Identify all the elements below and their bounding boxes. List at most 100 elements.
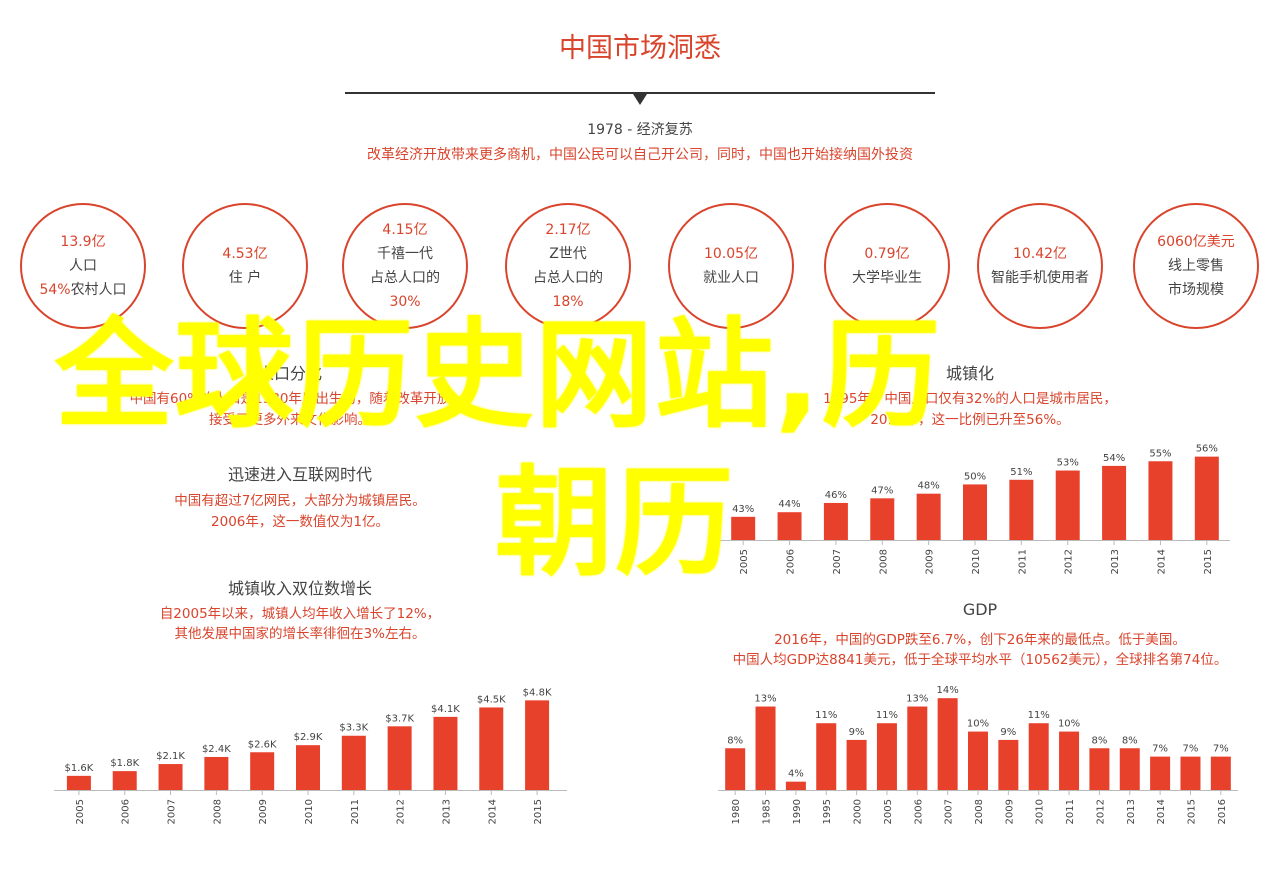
bar bbox=[785, 781, 806, 790]
overlay-line-1: 全球历史网站,历 bbox=[55, 306, 942, 444]
bar-value-label: 7% bbox=[1183, 744, 1199, 755]
era-description: 改革经济开放带来更多商机，中国公民可以自己开公司，同时，中国也开始接纳国外投资 bbox=[367, 147, 913, 163]
stat-circle: 2.17亿 Z世代 占总人口的 18% bbox=[505, 203, 631, 329]
stat-circle-line: 千禧一代 bbox=[377, 246, 433, 262]
stat-circle: 13.9亿 人口 54%农村人口 bbox=[20, 203, 146, 329]
bar bbox=[296, 745, 320, 790]
gdp-desc-1: 2016年，中国的GDP跌至6.7%，创下26年来的最低点。低于美国。 bbox=[774, 632, 1186, 648]
x-tick-label: 1995 bbox=[822, 799, 833, 824]
bar bbox=[777, 512, 802, 540]
x-tick-label: 2015 bbox=[1186, 799, 1197, 824]
income-desc-1: 自2005年以来，城镇人均年收入增长了12%， bbox=[159, 606, 441, 622]
stat-circle: 10.42亿 智能手机使用者 bbox=[977, 203, 1103, 329]
x-tick-label: 2015 bbox=[533, 799, 544, 824]
bar bbox=[387, 726, 412, 790]
stat-circle-line: 大学毕业生 bbox=[852, 270, 922, 286]
bar-value-label: 43% bbox=[732, 504, 754, 515]
x-tick-label: 2007 bbox=[167, 799, 178, 824]
x-tick-label: 2015 bbox=[1203, 549, 1214, 574]
bar bbox=[1119, 748, 1140, 790]
internet-desc-1: 中国有超过7亿网民，大部分为城镇居民。 bbox=[174, 493, 426, 509]
stat-circle-line: 54%农村人口 bbox=[39, 282, 127, 298]
bar-value-label: 7% bbox=[1213, 744, 1229, 755]
bar bbox=[1148, 461, 1173, 540]
bar bbox=[816, 723, 837, 790]
bar-value-label: 11% bbox=[1028, 710, 1050, 721]
x-tick-label: 2010 bbox=[971, 549, 982, 574]
urbanization-desc-1: 1995年，中国人口仅有32%的人口是城市居民， bbox=[823, 391, 1117, 407]
bar bbox=[876, 723, 897, 790]
bar-value-label: 54% bbox=[1103, 453, 1125, 464]
stat-circle-line: 2.17亿 bbox=[545, 222, 591, 238]
bar bbox=[1194, 456, 1219, 540]
bar bbox=[525, 700, 550, 790]
x-tick-label: 2011 bbox=[1017, 549, 1028, 574]
bar-value-label: 11% bbox=[876, 710, 898, 721]
x-tick-label: 2008 bbox=[878, 549, 889, 574]
bar bbox=[731, 516, 756, 540]
x-tick-label: 2010 bbox=[1035, 799, 1046, 824]
bar-value-label: 46% bbox=[825, 490, 847, 501]
x-tick-label: 2010 bbox=[304, 799, 315, 824]
x-tick-label: 2012 bbox=[396, 799, 407, 824]
internet-title: 迅速进入互联网时代 bbox=[227, 465, 372, 484]
stat-circle-line: 18% bbox=[552, 294, 584, 310]
bar bbox=[1150, 756, 1171, 790]
x-tick-label: 2008 bbox=[212, 799, 223, 824]
bar bbox=[66, 775, 91, 790]
bar bbox=[1009, 479, 1034, 540]
bar bbox=[479, 707, 504, 790]
bar bbox=[725, 748, 746, 790]
bar-value-label: 48% bbox=[918, 481, 940, 492]
bar bbox=[1210, 756, 1231, 790]
stat-circle-line: 0.79亿 bbox=[864, 246, 910, 262]
x-tick-label: 2009 bbox=[1004, 799, 1015, 824]
bar bbox=[250, 752, 275, 790]
bar-value-label: 14% bbox=[937, 685, 959, 696]
stat-circle: 0.79亿大学毕业生 bbox=[824, 203, 950, 329]
x-tick-label: 2000 bbox=[853, 799, 864, 824]
bar-value-label: $4.5K bbox=[477, 694, 506, 705]
stat-circle-line: 占总人口的 bbox=[370, 270, 440, 286]
x-tick-label: 2013 bbox=[1126, 799, 1137, 824]
x-tick-label: 2014 bbox=[1156, 799, 1167, 824]
stat-circle: 6060亿美元 线上零售 市场规模 bbox=[1133, 203, 1259, 329]
bar bbox=[907, 706, 928, 790]
bar bbox=[755, 706, 776, 790]
urbanization-bar-chart: 43% 2005 44% 2006 46% 2007 47% 2008 48% 2009 50% 20… bbox=[720, 444, 1230, 574]
bar bbox=[998, 739, 1019, 790]
x-tick-label: 2013 bbox=[1110, 549, 1121, 574]
bar bbox=[1089, 748, 1110, 790]
bar bbox=[341, 735, 366, 790]
x-tick-label: 2011 bbox=[1065, 799, 1076, 824]
bar-value-label: 53% bbox=[1057, 458, 1079, 469]
stat-circle-line: 30% bbox=[389, 294, 421, 310]
stat-circle-line: 人口 bbox=[69, 258, 97, 274]
stat-circle: 4.53亿住 户 bbox=[182, 203, 308, 329]
bar-value-label: 10% bbox=[967, 719, 989, 730]
x-tick-label: 2014 bbox=[487, 799, 498, 824]
divider bbox=[345, 92, 935, 94]
x-tick-label: 1990 bbox=[792, 799, 803, 824]
x-tick-label: 2011 bbox=[350, 799, 361, 824]
bar bbox=[433, 716, 458, 790]
urbanization-title: 城镇化 bbox=[945, 364, 994, 383]
x-tick-label: 2016 bbox=[1217, 799, 1228, 824]
x-tick-label: 1985 bbox=[762, 799, 773, 824]
stat-circle-line: 4.53亿 bbox=[222, 246, 268, 262]
bar bbox=[1059, 731, 1080, 790]
bar-value-label: $4.1K bbox=[431, 704, 460, 715]
stat-circle-line: 市场规模 bbox=[1168, 282, 1224, 298]
stat-circle-line: 就业人口 bbox=[703, 270, 759, 286]
x-tick-label: 2005 bbox=[75, 799, 86, 824]
stat-circle: 10.05亿 就业人口 bbox=[668, 203, 794, 329]
page-title: 中国市场洞悉 bbox=[559, 33, 721, 64]
bar-value-label: $3.3K bbox=[339, 723, 368, 734]
stat-circle: 4.15亿 千禧一代 占总人口的 30% bbox=[342, 203, 468, 329]
bar bbox=[823, 502, 848, 540]
bar-value-label: 7% bbox=[1152, 744, 1168, 755]
income-desc-2: 其他发展中国家的增长率徘徊在3%左右。 bbox=[174, 626, 426, 642]
bar bbox=[158, 764, 183, 790]
x-tick-label: 2006 bbox=[913, 799, 924, 824]
stat-circle-line: 10.42亿 bbox=[1012, 246, 1068, 262]
